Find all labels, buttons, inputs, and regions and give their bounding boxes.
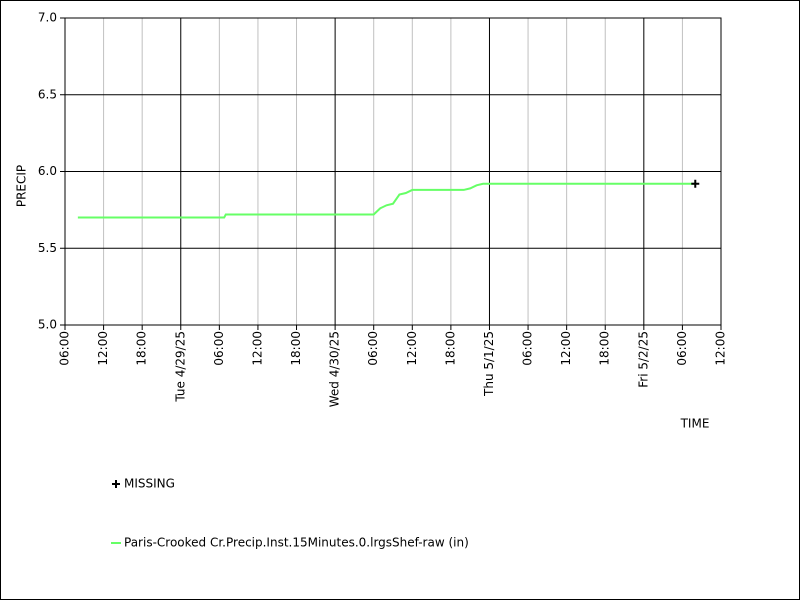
x-tick-label: 12:00 xyxy=(714,331,728,366)
x-tick-label: Tue 4/29/25 xyxy=(173,331,187,403)
y-tick-label: 6.0 xyxy=(38,164,57,178)
x-tick-label: 06:00 xyxy=(366,331,380,366)
legend-label: MISSING xyxy=(124,477,175,491)
x-tick-label: 18:00 xyxy=(443,331,457,366)
x-tick-label: Wed 4/30/25 xyxy=(328,331,342,407)
data-line xyxy=(77,182,696,219)
x-tick-label: 12:00 xyxy=(250,331,264,366)
x-tick-label: 06:00 xyxy=(675,331,689,366)
x-tick-label: 06:00 xyxy=(58,331,72,366)
missing-marker xyxy=(691,179,700,188)
x-axis-label: TIME xyxy=(680,417,710,431)
legend-label: Paris-Crooked Cr.Precip.Inst.15Minutes.0… xyxy=(124,536,469,550)
plot-border xyxy=(64,17,722,326)
legend-swatch xyxy=(112,480,120,488)
y-tick-label: 6.5 xyxy=(38,87,57,101)
x-tick-label: Fri 5/2/25 xyxy=(636,331,650,388)
x-tick-label: 06:00 xyxy=(212,331,226,366)
y-tick-label: 7.0 xyxy=(38,11,57,25)
x-tick-label: 12:00 xyxy=(559,331,573,366)
y-axis-label: PRECIP xyxy=(15,165,29,207)
x-tick-label: 18:00 xyxy=(135,331,149,366)
x-tick-label: 06:00 xyxy=(521,331,535,366)
y-tick-label: 5.0 xyxy=(38,318,57,332)
x-tick-label: 18:00 xyxy=(289,331,303,366)
y-tick-label: 5.5 xyxy=(38,241,57,255)
x-tick-label: 12:00 xyxy=(96,331,110,366)
x-tick-label: 18:00 xyxy=(598,331,612,366)
x-tick-label: 12:00 xyxy=(405,331,419,366)
x-tick-label: Thu 5/1/25 xyxy=(482,331,496,397)
